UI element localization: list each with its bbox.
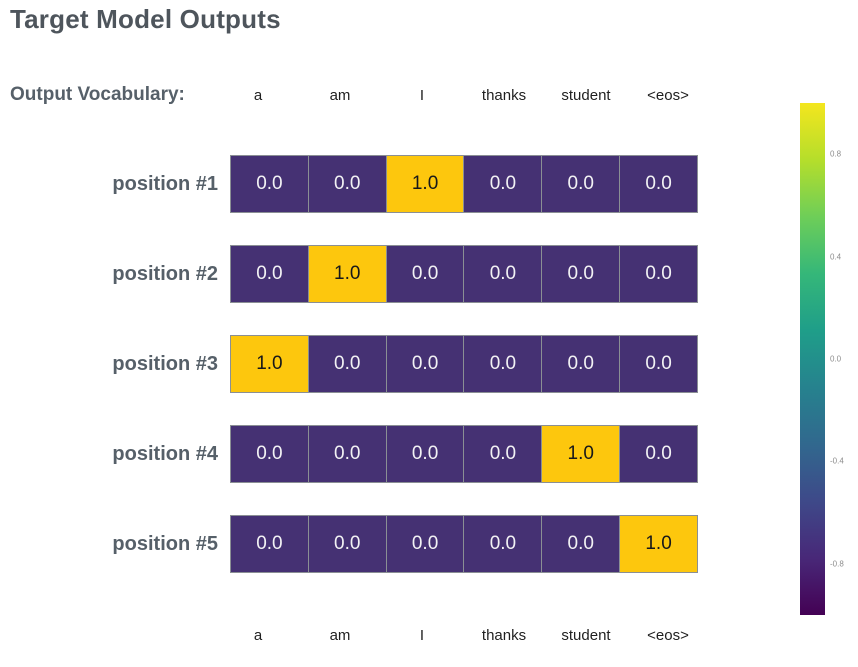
heatmap-cell-r3-c4: 0.0 <box>464 336 543 392</box>
colorbar-tick-1: 0.8 <box>830 149 842 159</box>
heatmap-cell-r3-c6: 0.0 <box>620 336 697 392</box>
heatmap-cell-r5-c4: 0.0 <box>464 516 543 572</box>
vocab-label-bottom-3: I <box>419 627 425 644</box>
row-label-position-2: position #2 <box>112 263 218 285</box>
heatmap-row-1: 0.0 0.0 1.0 0.0 0.0 0.0 <box>230 155 698 213</box>
heatmap-row-4: 0.0 0.0 0.0 0.0 1.0 0.0 <box>230 425 698 483</box>
heatmap-cell-r5-c2: 0.0 <box>308 516 387 572</box>
colorbar-tick-4: -0.4 <box>830 456 844 466</box>
heatmap-cell-r5-c5: 0.0 <box>542 516 621 572</box>
page-title: Target Model Outputs <box>10 4 281 34</box>
heatmap-cell-r4-c3: 0.0 <box>386 426 465 482</box>
heatmap-cell-r3-c2: 0.0 <box>308 336 387 392</box>
vocab-label-top-4: thanks <box>481 87 527 104</box>
colorbar <box>800 103 825 615</box>
heatmap-row-3: 1.0 0.0 0.0 0.0 0.0 0.0 <box>230 335 698 393</box>
heatmap-cell-r4-c2: 0.0 <box>308 426 387 482</box>
heatmap-row-5: 0.0 0.0 0.0 0.0 0.0 1.0 <box>230 515 698 573</box>
vocab-label-top-3: I <box>419 87 425 104</box>
vocab-label-bottom-6: <eos> <box>647 627 689 644</box>
heatmap-row-2: 0.0 1.0 0.0 0.0 0.0 0.0 <box>230 245 698 303</box>
colorbar-tick-3: 0.0 <box>830 354 842 364</box>
vocab-label-top-1: a <box>253 87 263 104</box>
colorbar-tick-5: -0.8 <box>830 559 844 569</box>
output-vocabulary-label: Output Vocabulary: <box>10 84 185 105</box>
heatmap-cell-r2-c1: 0.0 <box>231 246 309 302</box>
vocab-label-bottom-2: am <box>329 627 351 644</box>
vocab-label-top-5: student <box>561 87 611 104</box>
heatmap-cell-r3-c1: 1.0 <box>231 336 309 392</box>
heatmap-cell-r3-c5: 0.0 <box>542 336 621 392</box>
heatmap-cell-r1-c6: 0.0 <box>620 156 697 212</box>
colorbar-tick-2: 0.4 <box>830 252 842 262</box>
vocab-label-bottom-5: student <box>561 627 611 644</box>
row-label-position-3: position #3 <box>112 353 218 375</box>
heatmap-cell-r1-c3: 1.0 <box>386 156 465 212</box>
heatmap-cell-r4-c1: 0.0 <box>231 426 309 482</box>
vocab-label-top-6: <eos> <box>647 87 689 104</box>
heatmap-cell-r2-c6: 0.0 <box>620 246 697 302</box>
heatmap-cell-r2-c5: 0.0 <box>542 246 621 302</box>
heatmap-cell-r3-c3: 0.0 <box>386 336 465 392</box>
heatmap-cell-r5-c1: 0.0 <box>231 516 309 572</box>
heatmap-cell-r5-c6: 1.0 <box>620 516 697 572</box>
heatmap-cell-r1-c5: 0.0 <box>542 156 621 212</box>
row-label-position-1: position #1 <box>112 173 218 195</box>
vocab-label-bottom-4: thanks <box>481 627 527 644</box>
heatmap-cell-r4-c6: 0.0 <box>620 426 697 482</box>
heatmap-cell-r1-c2: 0.0 <box>308 156 387 212</box>
row-label-position-5: position #5 <box>112 533 218 555</box>
heatmap-cell-r4-c4: 0.0 <box>464 426 543 482</box>
vocab-label-bottom-1: a <box>253 627 263 644</box>
row-label-position-4: position #4 <box>112 443 218 465</box>
heatmap-cell-r1-c1: 0.0 <box>231 156 309 212</box>
heatmap-cell-r2-c2: 1.0 <box>308 246 387 302</box>
heatmap-cell-r1-c4: 0.0 <box>464 156 543 212</box>
vocab-label-top-2: am <box>329 87 351 104</box>
heatmap-cell-r2-c4: 0.0 <box>464 246 543 302</box>
heatmap-cell-r2-c3: 0.0 <box>386 246 465 302</box>
heatmap-cell-r5-c3: 0.0 <box>386 516 465 572</box>
heatmap-cell-r4-c5: 1.0 <box>542 426 621 482</box>
